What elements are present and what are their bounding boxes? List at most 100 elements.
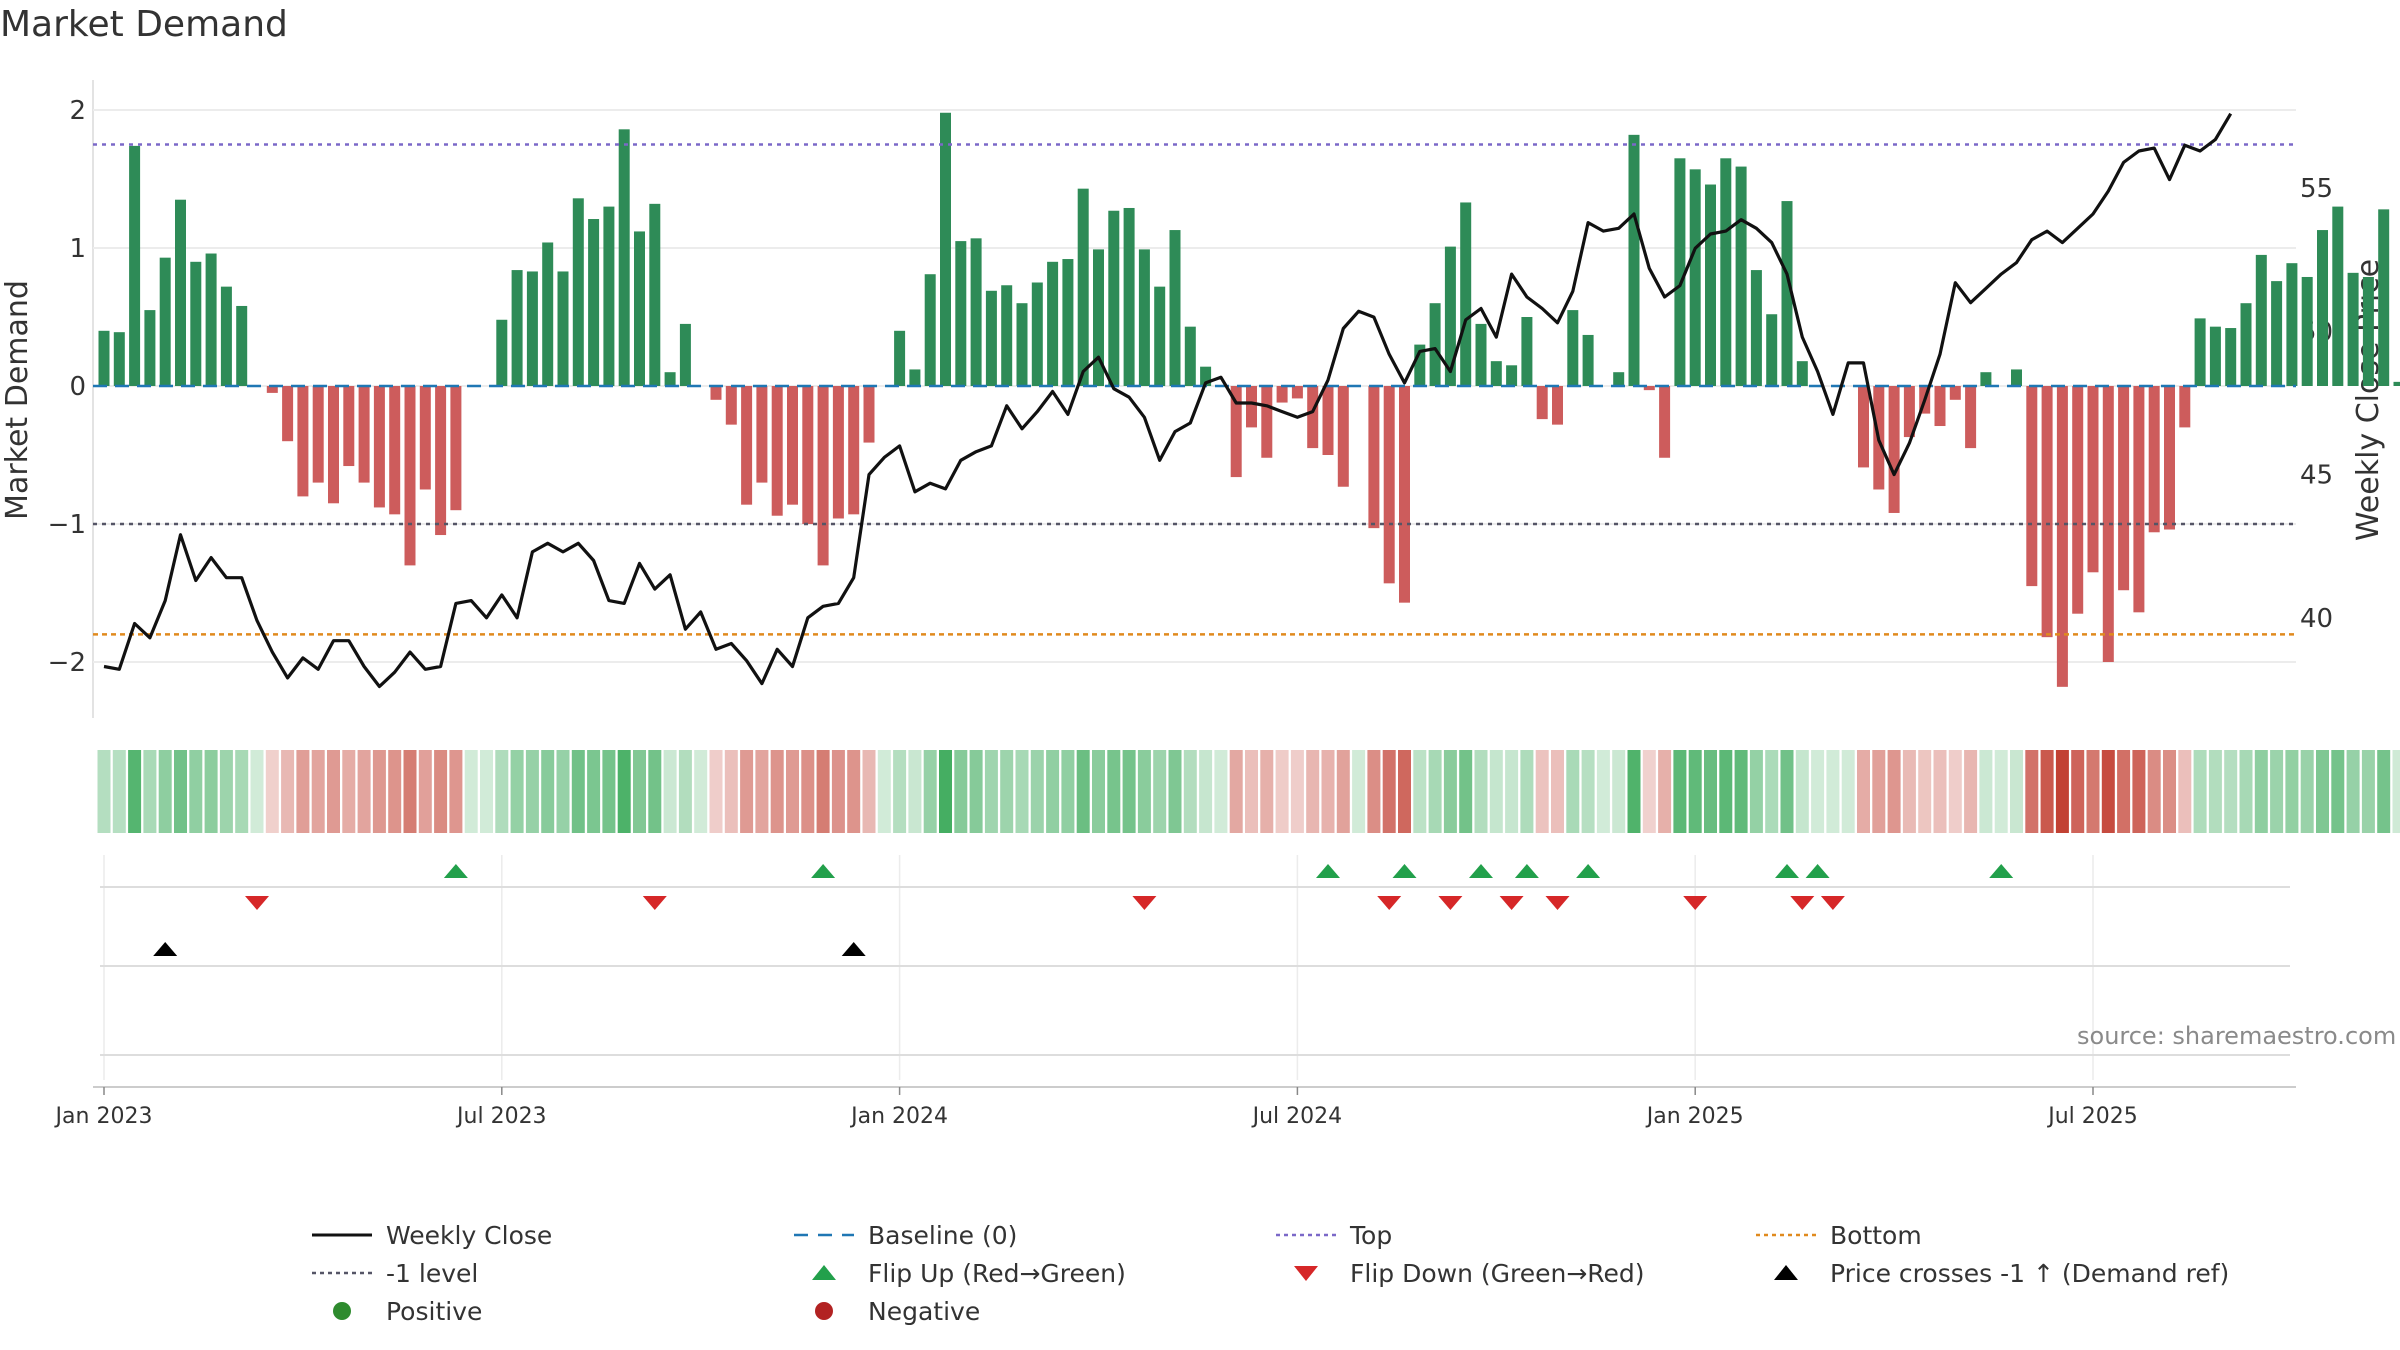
heat-cell <box>2147 750 2161 833</box>
positive-bar <box>1169 230 1181 386</box>
negative-bar <box>1949 386 1961 400</box>
heat-cell <box>1092 750 1105 833</box>
negative-bar <box>2179 386 2191 428</box>
heat-cell <box>1994 750 2008 833</box>
positive-bar <box>2332 206 2344 386</box>
negative-bar <box>1383 386 1395 584</box>
heat-cell <box>2254 750 2268 833</box>
heat-cell <box>847 750 861 833</box>
heat-cell <box>357 750 371 833</box>
heat-cell <box>556 750 570 833</box>
y-tick-label: −1 <box>48 510 86 540</box>
heat-cell <box>541 750 555 833</box>
positive-bar <box>970 238 982 386</box>
heat-cell <box>2071 750 2085 833</box>
heat-cell <box>525 750 539 833</box>
negative-bar <box>2072 386 2084 614</box>
negative-bar <box>312 386 324 483</box>
positive-bar <box>98 330 110 386</box>
positive-bar <box>1781 201 1793 386</box>
heat-cell <box>1581 750 1595 833</box>
source-note: source: sharemaestro.com <box>2077 1022 2397 1050</box>
heat-cell <box>1015 750 1029 833</box>
heat-cell <box>2331 750 2345 833</box>
heat-cell <box>2346 750 2360 833</box>
heat-cell <box>1153 750 1167 833</box>
positive-bar <box>144 310 156 386</box>
positive-bar <box>496 319 508 386</box>
heat-cell <box>2163 750 2176 833</box>
heat-cell <box>1979 750 1993 833</box>
heat-cell <box>1367 750 1381 833</box>
negative-bar <box>1552 386 1563 425</box>
heat-cell <box>1566 750 1580 833</box>
heat-cell <box>1046 750 1060 833</box>
heat-cell <box>434 750 448 833</box>
heat-cell <box>1398 750 1411 833</box>
negative-bar <box>1276 386 1288 403</box>
positive-bar <box>1077 188 1089 386</box>
flip-down-marker <box>1545 896 1570 910</box>
heat-cell <box>2055 750 2069 833</box>
flip-up-marker <box>1989 864 2014 878</box>
positive-bar <box>1108 210 1120 386</box>
positive-bar <box>1475 323 1487 386</box>
heat-cell <box>1199 750 1213 833</box>
negative-bar <box>2026 386 2038 587</box>
y2-tick-label: 40 <box>2300 604 2333 634</box>
heat-cell <box>678 750 692 833</box>
heat-cell <box>1321 750 1335 833</box>
flip-up-marker <box>443 864 468 878</box>
negative-bar <box>817 386 829 566</box>
positive-bar <box>1490 361 1502 386</box>
positive-bar <box>649 203 661 386</box>
heat-cell <box>571 750 585 833</box>
heat-cell <box>112 750 126 833</box>
heat-cell <box>281 750 295 833</box>
positive-bar <box>2362 276 2374 386</box>
negative-bar <box>1261 386 1273 458</box>
heat-cell <box>449 750 463 833</box>
heat-cell <box>1459 750 1473 833</box>
weekly-close-line <box>103 112 2233 689</box>
heat-cell <box>2392 750 2400 833</box>
negative-bar <box>1368 386 1380 529</box>
chart-title: Market Demand <box>0 4 288 45</box>
heat-cell <box>1918 750 1932 833</box>
heat-cell <box>1352 750 1366 833</box>
negative-bar <box>1965 386 1977 449</box>
heat-cell <box>219 750 233 833</box>
heat-cell <box>1551 750 1564 833</box>
heat-cell <box>128 750 142 833</box>
negative-bar <box>863 386 875 443</box>
heat-cell <box>816 750 830 833</box>
flip-down-marker <box>1790 896 1815 910</box>
positive-bar <box>1062 259 1074 386</box>
heat-cell <box>2117 750 2131 833</box>
heat-cell <box>1642 750 1656 833</box>
positive-bar <box>175 199 186 386</box>
flip-down-marker <box>1132 896 1157 910</box>
negative-bar <box>266 386 278 393</box>
heat-cell <box>1214 750 1228 833</box>
y-tick-label: 0 <box>69 372 86 402</box>
negative-bar <box>1536 386 1548 420</box>
negative-bar <box>2118 386 2130 591</box>
flip-up-marker <box>1775 864 1799 878</box>
heat-cell <box>2178 750 2192 833</box>
heat-cell <box>2025 750 2039 833</box>
negative-bar <box>802 386 814 524</box>
positive-bar <box>1047 261 1059 386</box>
positive-bar <box>220 286 232 386</box>
heat-cell <box>1872 750 1886 833</box>
heat-cell <box>265 750 279 833</box>
heat-cell <box>1413 750 1427 833</box>
flip-up-marker <box>1469 864 1493 878</box>
heat-cell <box>740 750 754 833</box>
heat-cell <box>1627 750 1641 833</box>
y-tick-label: −2 <box>48 648 86 678</box>
flip-down-marker <box>1683 896 1708 910</box>
positive-bar <box>2011 369 2022 386</box>
heat-cell <box>495 750 509 833</box>
